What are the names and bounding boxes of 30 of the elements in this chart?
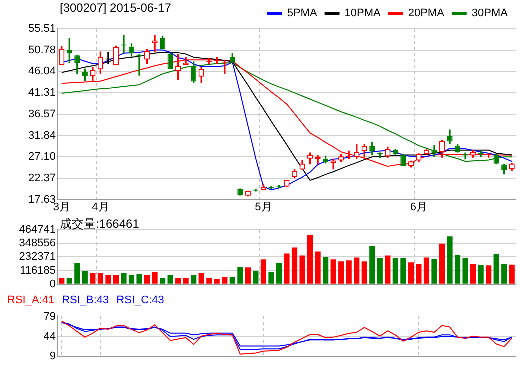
y-tick-label: 9 [50, 350, 56, 362]
y-tick-label: 232371 [19, 251, 56, 264]
y-tick-label: 79 [44, 311, 56, 324]
legend-label: 10PMA [344, 8, 382, 20]
y-tick-label: 17.63 [28, 194, 56, 206]
y-tick-label: 27.10 [28, 151, 56, 164]
y-tick-label: 55.51 [28, 23, 56, 36]
y-tick-label: 41.31 [28, 87, 56, 100]
x-tick-label: 4月 [92, 201, 110, 214]
x-tick-label: 3月 [53, 201, 70, 214]
y-tick-label: 116185 [20, 264, 56, 277]
y-tick-label: 0 [50, 278, 56, 290]
chart-title: [300207] 2015-06-17 [60, 1, 172, 15]
y-tick-label: 22.37 [28, 172, 56, 184]
y-tick-label: 464741 [19, 224, 56, 236]
legend-label: 30PMA [472, 8, 509, 20]
y-tick-label: 36.57 [28, 108, 56, 120]
legend-label: 20PMA [408, 8, 446, 20]
x-tick-label: 5月 [255, 201, 272, 214]
y-tick-label: 50.78 [28, 44, 56, 56]
y-tick-label: 46.04 [28, 66, 56, 78]
y-tick-label: 31.84 [28, 130, 56, 142]
series-label: RSI_C:43 [116, 294, 164, 307]
legend-label: 5PMA [287, 8, 318, 20]
chart-title: 成交量:166461 [60, 216, 140, 233]
series-label: RSI_B:43 [62, 294, 110, 307]
y-tick-label: 348556 [19, 238, 56, 250]
y-tick-label: 44 [44, 330, 56, 343]
series-label: RSI_A:41 [8, 294, 55, 307]
x-tick-label: 6月 [410, 201, 428, 214]
